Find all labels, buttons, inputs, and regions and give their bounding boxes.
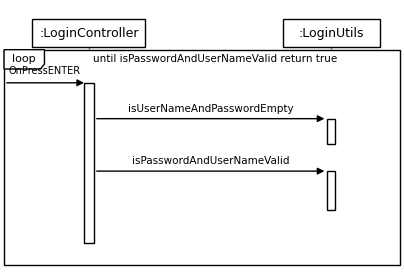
Bar bbox=[4, 50, 400, 265]
Text: :LoginController: :LoginController bbox=[39, 26, 139, 40]
Text: isPasswordAndUserNameValid: isPasswordAndUserNameValid bbox=[132, 156, 289, 166]
Bar bbox=[327, 119, 335, 144]
Bar bbox=[283, 19, 380, 47]
Polygon shape bbox=[4, 50, 44, 69]
Bar bbox=[84, 83, 94, 243]
Text: until isPasswordAndUserNameValid return true: until isPasswordAndUserNameValid return … bbox=[93, 54, 337, 64]
Bar bbox=[327, 171, 335, 210]
Bar bbox=[32, 19, 145, 47]
Text: isUserNameAndPasswordEmpty: isUserNameAndPasswordEmpty bbox=[128, 104, 293, 114]
Text: OnPressENTER: OnPressENTER bbox=[8, 66, 80, 76]
Text: :LoginUtils: :LoginUtils bbox=[299, 26, 364, 40]
Text: loop: loop bbox=[13, 54, 36, 64]
